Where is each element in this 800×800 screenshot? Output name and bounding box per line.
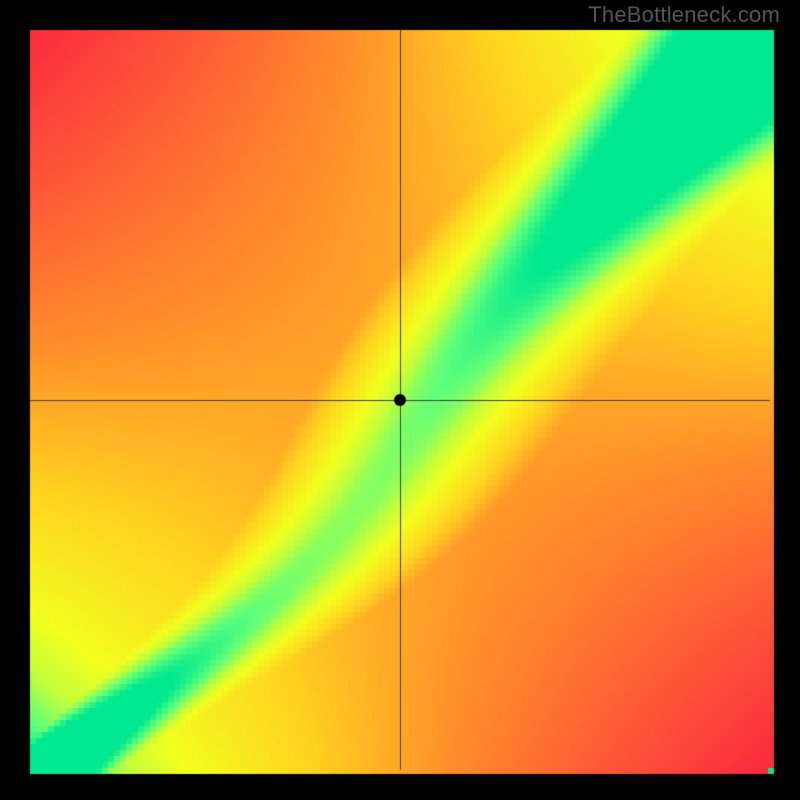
bottleneck-heatmap: [0, 0, 800, 800]
watermark-text: TheBottleneck.com: [588, 2, 780, 28]
chart-container: TheBottleneck.com: [0, 0, 800, 800]
